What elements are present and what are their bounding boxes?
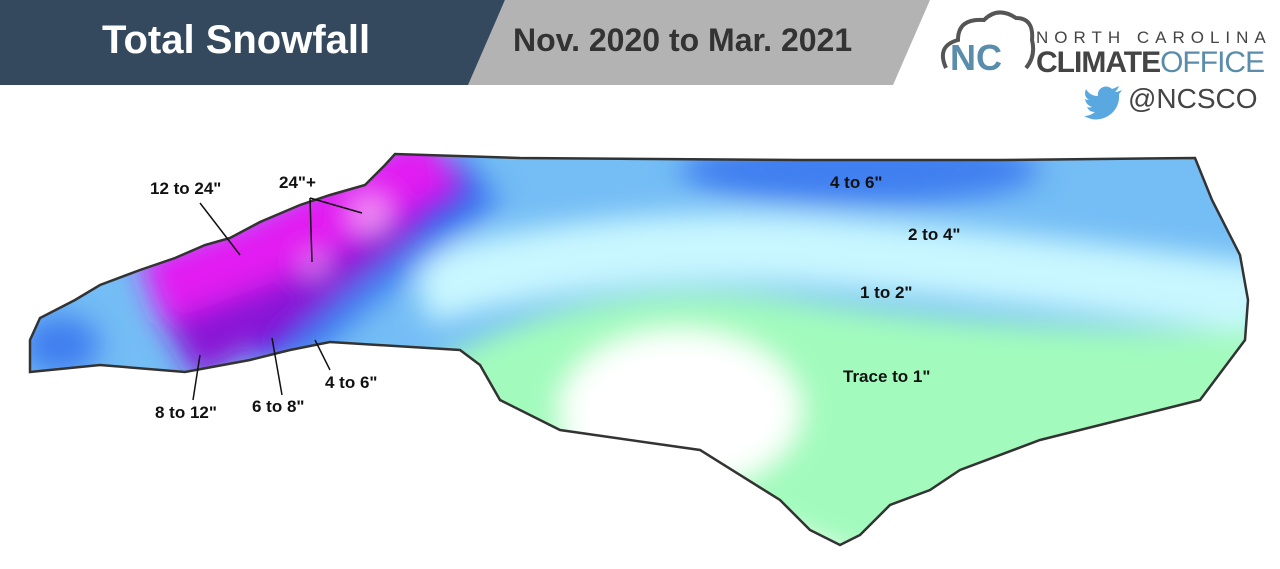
cloud-nc-icon: NC <box>941 10 1036 78</box>
label-leaders <box>192 197 363 401</box>
label-trace-to-1: Trace to 1" <box>843 367 930 386</box>
label-24-plus: 24"+ <box>279 173 316 192</box>
label-1-to-2: 1 to 2" <box>860 283 912 302</box>
label-2-to-4: 2 to 4" <box>908 225 960 244</box>
snowfall-bands <box>30 154 1248 545</box>
title-banner: Total Snowfall <box>0 0 505 85</box>
twitter-bird-icon <box>1084 86 1122 120</box>
page-title: Total Snowfall <box>102 18 371 62</box>
label-4-to-6-south: 4 to 6" <box>325 373 377 392</box>
date-range: Nov. 2020 to Mar. 2021 <box>513 22 853 58</box>
label-6-to-8: 6 to 8" <box>252 397 304 416</box>
twitter-handle[interactable]: @NCSCO <box>1128 83 1258 114</box>
date-banner: Nov. 2020 to Mar. 2021 <box>468 0 930 85</box>
label-8-to-12: 8 to 12" <box>155 403 217 422</box>
svg-text:NC: NC <box>950 37 1002 78</box>
nc-climate-office-logo: NC NORTH CAROLINA CLIMATEOFFICE @NCSCO <box>936 6 1276 126</box>
label-4-to-6-north: 4 to 6" <box>830 173 882 192</box>
label-12-to-24: 12 to 24" <box>150 179 221 198</box>
